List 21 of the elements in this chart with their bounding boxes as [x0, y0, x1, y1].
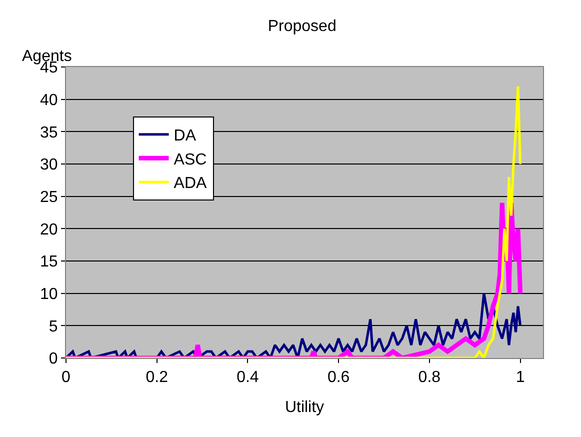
y-tick-label: 30	[40, 156, 58, 174]
y-tick-label: 0	[48, 350, 58, 368]
y-tick-label: 35	[40, 124, 58, 142]
legend-label: ADA	[174, 175, 208, 192]
y-tick-label: 5	[48, 318, 58, 336]
legend-label: DA	[174, 128, 196, 145]
line-series	[66, 85, 522, 358]
legend-label: ASC	[174, 151, 207, 168]
x-tick-label: 0.2	[146, 369, 168, 386]
chart-title: Proposed	[268, 18, 336, 35]
x-tick-label: 0.6	[327, 369, 350, 386]
x-tick-label: 1	[516, 369, 525, 386]
x-tick-label: 0.4	[236, 369, 259, 386]
y-tick-label: 20	[40, 221, 58, 238]
x-tick-label: 0	[62, 369, 71, 386]
y-tick-label: 40	[40, 92, 58, 109]
x-axis-title: Utility	[284, 398, 324, 416]
y-tick-label: 25	[40, 188, 58, 206]
x-tick-label: 0.8	[418, 369, 441, 386]
y-tick-label: 15	[40, 254, 58, 271]
y-tick-label: 10	[40, 286, 58, 303]
